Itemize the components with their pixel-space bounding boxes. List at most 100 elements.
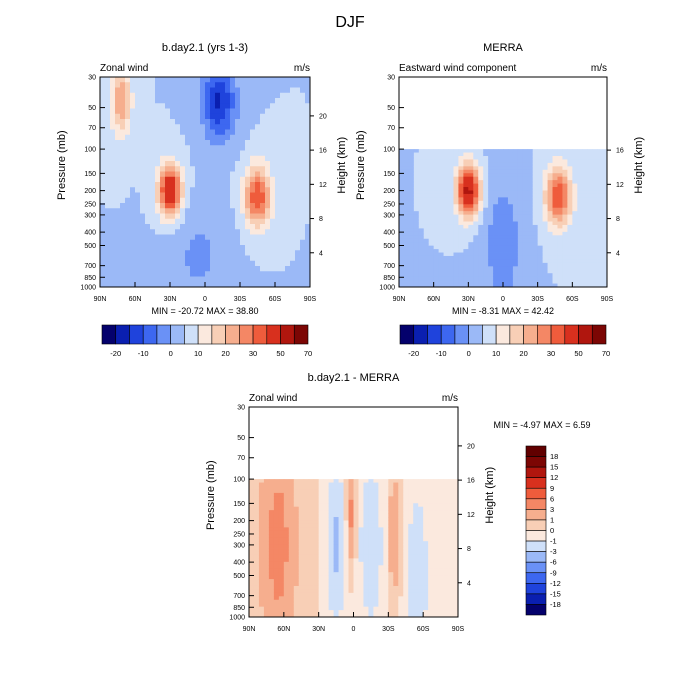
field-cell (428, 159, 435, 164)
field-cell (305, 250, 311, 256)
field-cell (338, 610, 344, 614)
field-cell (358, 606, 364, 611)
field-cell (215, 124, 221, 130)
field-cell (517, 176, 524, 181)
field-cell (160, 197, 166, 204)
field-cell (398, 513, 404, 518)
field-cell (418, 169, 425, 174)
field-cell (413, 276, 420, 281)
field-cell (328, 551, 334, 556)
field-cell (318, 592, 325, 597)
field-cell (115, 182, 121, 188)
field-cell (230, 129, 236, 136)
field-cell (283, 610, 290, 614)
field-cell (120, 166, 126, 172)
field-cell (602, 197, 608, 202)
field-cell (175, 192, 181, 199)
field-cell (398, 603, 404, 608)
field-cell (503, 214, 509, 219)
field-cell (438, 218, 444, 222)
field-cell (190, 176, 196, 183)
field-cell (170, 145, 176, 151)
field-cell (250, 140, 256, 146)
field-cell (160, 218, 166, 225)
field-cell (313, 517, 320, 521)
field-cell (448, 280, 454, 284)
field-cell (562, 242, 568, 247)
field-cell (249, 510, 255, 514)
field-cell (408, 585, 414, 590)
field-cell (278, 554, 285, 559)
field-cell (190, 108, 196, 115)
field-cell (145, 213, 151, 220)
field-cell (572, 255, 578, 260)
field-cell (275, 92, 281, 99)
field-cell (249, 486, 255, 490)
field-cell (483, 211, 489, 216)
field-cell (205, 176, 211, 183)
field-cell (210, 182, 216, 188)
field-cell (313, 610, 320, 614)
field-cell (230, 245, 236, 251)
field-cell (150, 119, 156, 125)
field-cell (552, 166, 558, 171)
field-cell (572, 214, 578, 219)
field-cell (418, 242, 425, 247)
field-cell (338, 520, 344, 525)
field-cell (283, 548, 290, 552)
field-cell (285, 260, 291, 267)
field-cell (130, 182, 136, 188)
field-cell (205, 266, 211, 272)
field-cell (378, 527, 384, 532)
field-cell (408, 548, 414, 552)
field-cell (373, 506, 379, 511)
field-cell (145, 155, 151, 162)
field-cell (230, 145, 236, 151)
field-cell (100, 87, 106, 94)
field-cell (383, 489, 389, 494)
field-cell (270, 171, 276, 178)
field-cell (225, 176, 231, 183)
field-cell (318, 551, 325, 556)
field-cell (298, 589, 305, 594)
field-cell (383, 558, 389, 563)
field-cell (180, 108, 186, 115)
field-cell (423, 149, 430, 153)
field-cell (537, 193, 544, 198)
field-cell (313, 585, 320, 590)
field-cell (448, 214, 454, 219)
field-cell (195, 197, 201, 204)
y-tick-label: 700 (84, 263, 96, 270)
field-cell (110, 229, 116, 235)
field-cell (507, 235, 514, 240)
field-cell (270, 140, 276, 146)
field-cell (532, 149, 539, 153)
field-cell (512, 183, 519, 188)
field-cell (205, 155, 211, 162)
field-cell (512, 228, 519, 233)
field-cell (507, 262, 514, 267)
field-cell (205, 255, 211, 262)
field-cell (403, 503, 409, 508)
field-cell (295, 145, 301, 151)
field-cell (577, 231, 583, 236)
field-cell (328, 582, 334, 587)
field-cell (478, 228, 484, 233)
field-cell (200, 271, 206, 277)
field-cell (503, 245, 509, 250)
field-cell (423, 610, 429, 614)
field-cell (343, 534, 349, 539)
field-cell (483, 187, 489, 191)
field-cell (300, 213, 306, 220)
field-cell (473, 280, 479, 284)
field-cell (498, 162, 504, 167)
field-cell (313, 482, 320, 487)
field-cell (343, 558, 349, 563)
field-cell (438, 156, 444, 160)
field-cell (165, 213, 171, 220)
field-cell (493, 214, 499, 219)
field-cell (180, 234, 186, 241)
field-cell (413, 166, 420, 171)
field-cell (388, 527, 394, 532)
field-cell (438, 224, 444, 229)
